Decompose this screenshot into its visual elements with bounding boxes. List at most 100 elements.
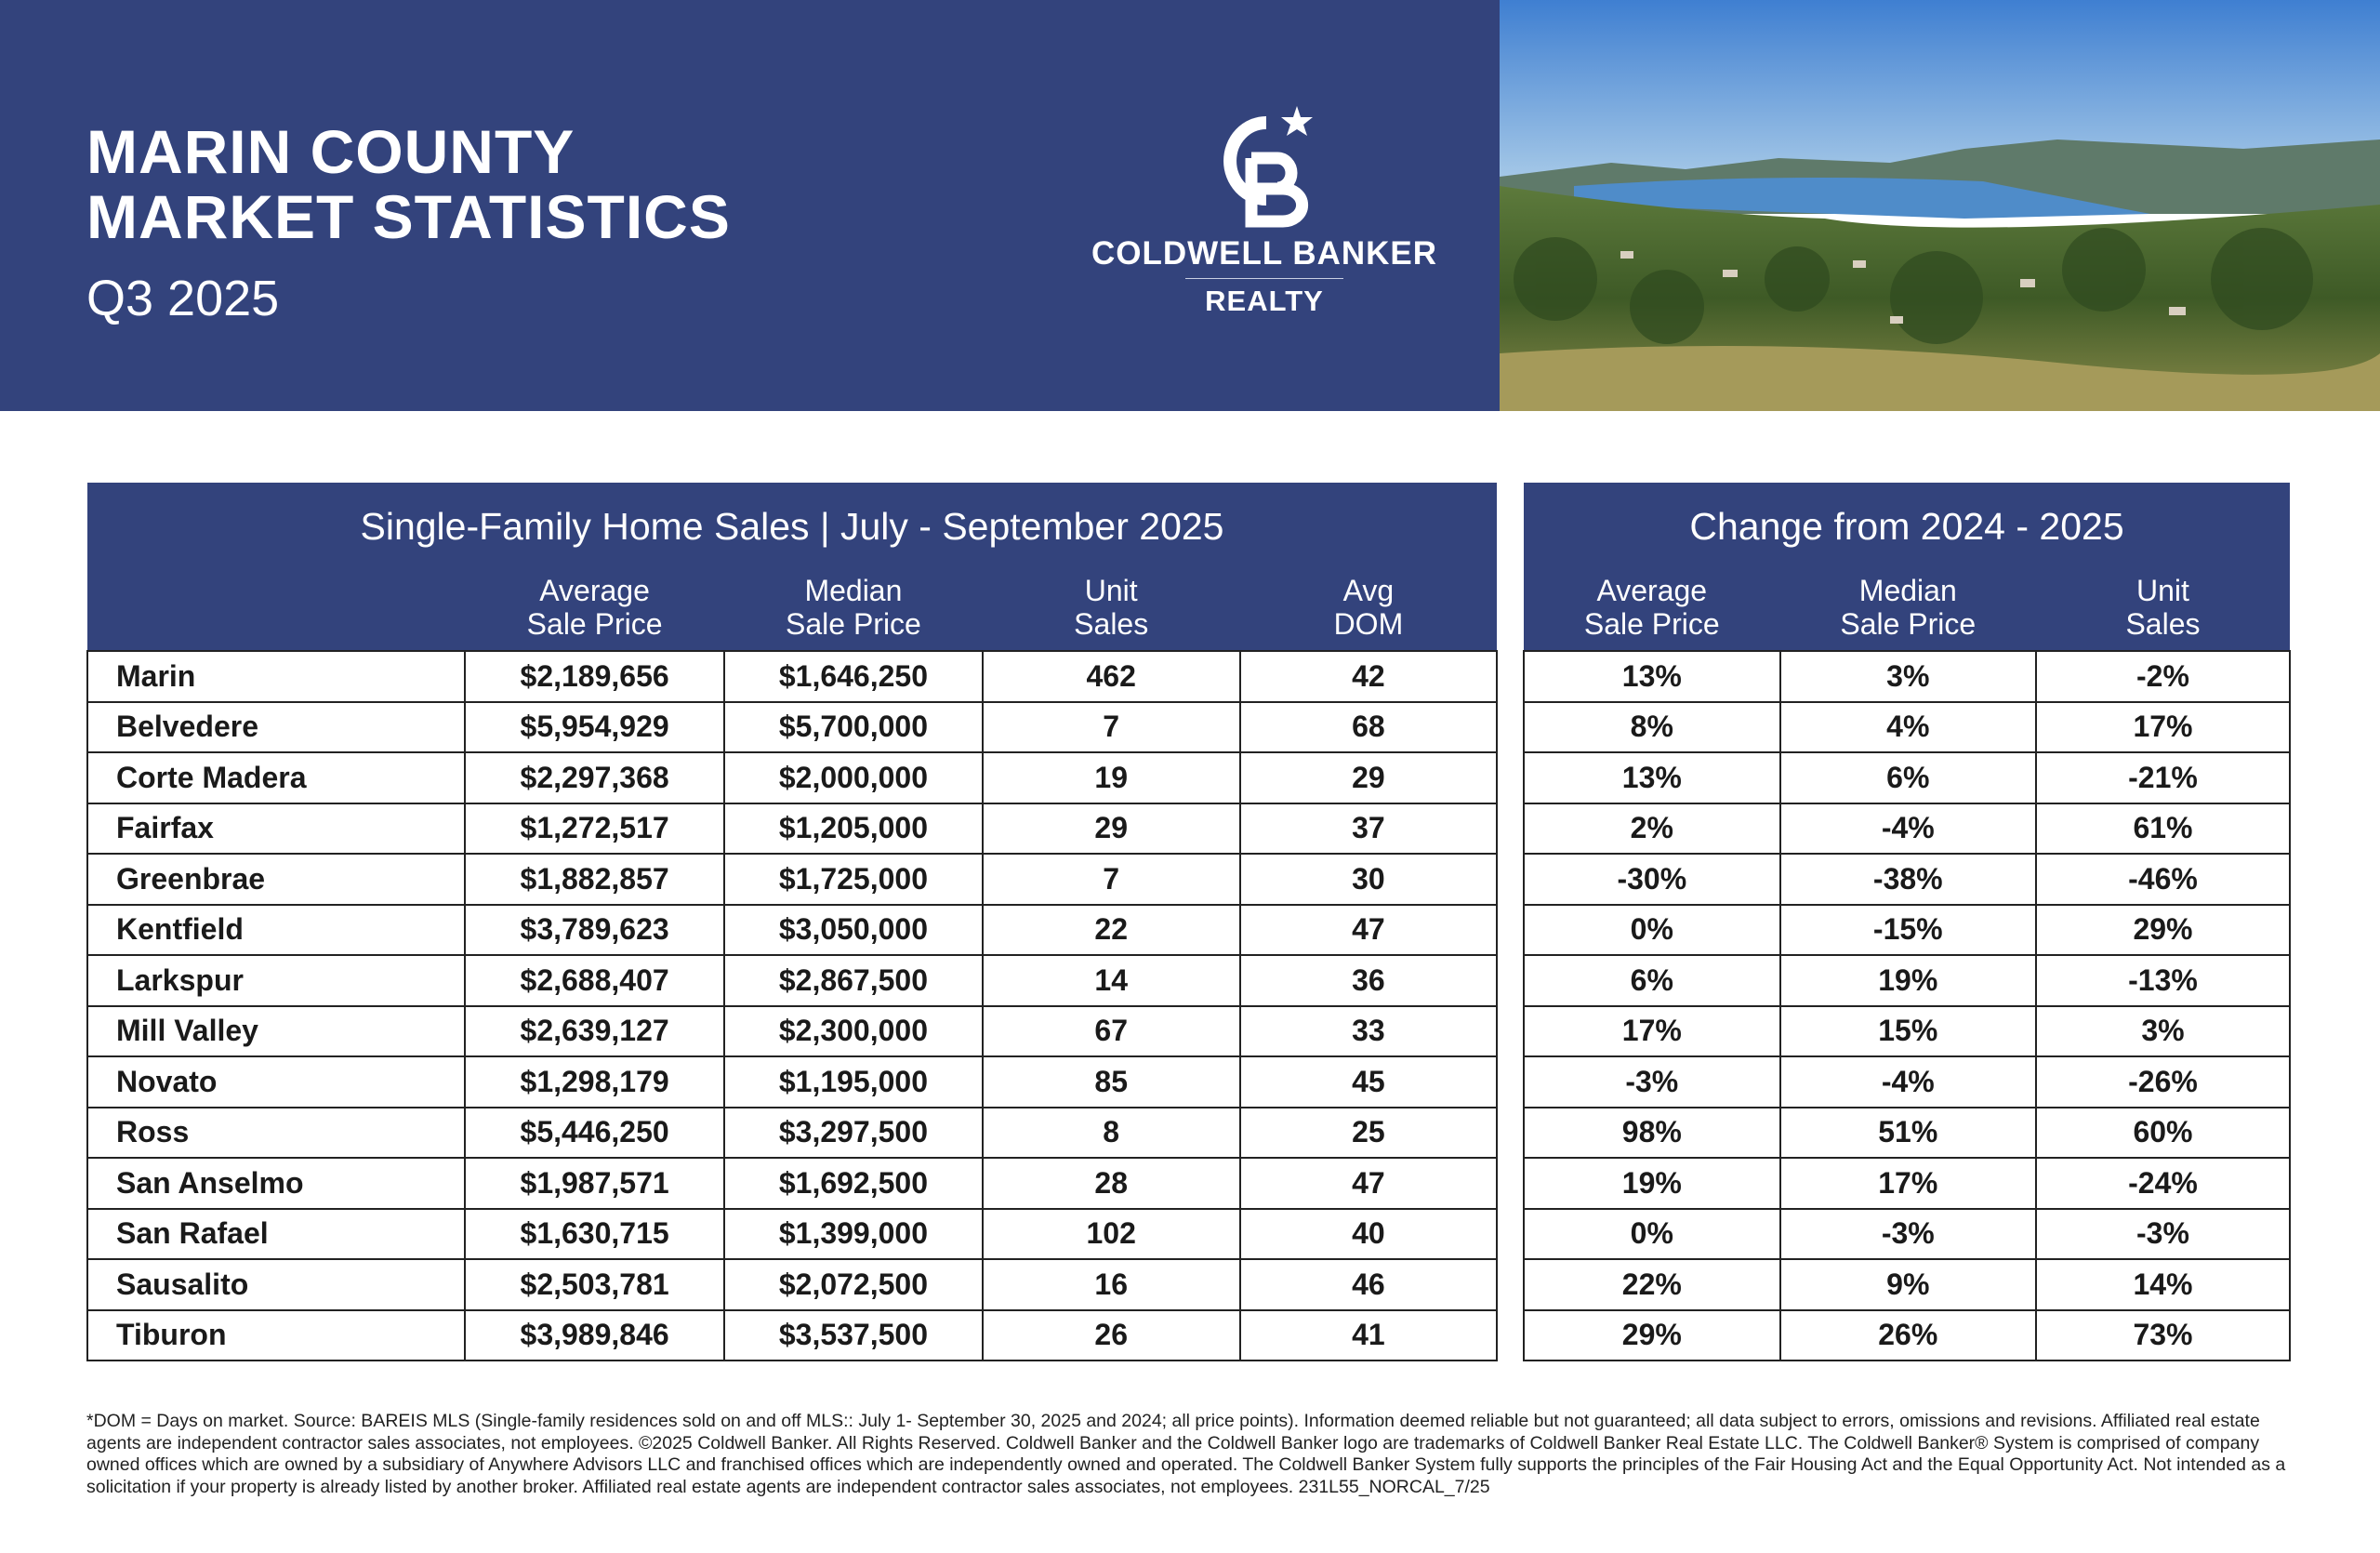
table-cell: $1,205,000 (723, 802, 984, 855)
table-cell: 7 (981, 700, 1241, 753)
area-name-cell: San Anselmo (86, 1157, 466, 1210)
table-cell: $2,000,000 (723, 751, 984, 804)
table-cell: $2,189,656 (463, 650, 726, 703)
table-row: 13% 3% -2% (1523, 650, 2292, 703)
area-name-cell: San Rafael (86, 1207, 466, 1260)
area-name-cell: Mill Valley (86, 1004, 466, 1057)
cb-star-logo-icon (1223, 106, 1313, 228)
col-header-area (87, 564, 465, 651)
table-row: 2% -4% 61% (1523, 802, 2292, 855)
table-cell: -30% (1523, 853, 1781, 906)
col-header-line: Unit (1084, 574, 1138, 607)
area-name-cell: Novato (86, 1055, 466, 1108)
table-cell: -15% (1778, 903, 2037, 956)
table-cell: 67 (981, 1004, 1241, 1057)
table-cell: 45 (1238, 1055, 1499, 1108)
table-cell: 19% (1778, 954, 2037, 1007)
table-cell: $3,537,500 (723, 1308, 984, 1361)
sales-table: Single-Family Home Sales | July - Septem… (86, 483, 1499, 1361)
table-cell: 25 (1238, 1106, 1499, 1159)
area-name-cell: Marin (86, 650, 466, 703)
col-header-line: DOM (1333, 607, 1404, 641)
table-cell: 26% (1778, 1308, 2037, 1361)
table-row: 17% 15% 3% (1523, 1004, 2292, 1057)
col-header-unit-sales-change: Unit Sales (2035, 564, 2290, 651)
table-cell: $5,700,000 (723, 700, 984, 753)
table-cell: 19 (981, 751, 1241, 804)
table-row: 6% 19% -13% (1523, 954, 2292, 1007)
title-line-1: MARIN COUNTY (86, 117, 575, 186)
table-row: Mill Valley $2,639,127 $2,300,000 67 33 (86, 1004, 1499, 1057)
table-cell: $1,692,500 (723, 1157, 984, 1210)
table-cell: $1,272,517 (463, 802, 726, 855)
area-name-cell: Greenbrae (86, 853, 466, 906)
logo-divider (1185, 278, 1343, 279)
table-cell: -24% (2034, 1157, 2292, 1210)
table-cell: 29% (2034, 903, 2292, 956)
table-row: 98% 51% 60% (1523, 1106, 2292, 1159)
table-cell: 0% (1523, 903, 1781, 956)
brand-sub: REALTY (1205, 285, 1324, 317)
change-table: Change from 2024 - 2025 Average Sale Pric… (1523, 483, 2292, 1361)
table-cell: 102 (981, 1207, 1241, 1260)
table-cell: 8 (981, 1106, 1241, 1159)
table-cell: $3,297,500 (723, 1106, 984, 1159)
table-cell: $1,725,000 (723, 853, 984, 906)
table-row: Greenbrae $1,882,857 $1,725,000 7 30 (86, 853, 1499, 906)
table-cell: -3% (1778, 1207, 2037, 1260)
table-cell: $2,688,407 (463, 954, 726, 1007)
table-cell: $1,882,857 (463, 853, 726, 906)
table-cell: 41 (1238, 1308, 1499, 1361)
table-cell: $5,446,250 (463, 1106, 726, 1159)
page-subtitle: Q3 2025 (86, 271, 280, 326)
table-row: 22% 9% 14% (1523, 1258, 2292, 1311)
table-row: San Rafael $1,630,715 $1,399,000 102 40 (86, 1207, 1499, 1260)
table-row: Sausalito $2,503,781 $2,072,500 16 46 (86, 1258, 1499, 1311)
table-row: 13% 6% -21% (1523, 751, 2292, 804)
table-row: Ross $5,446,250 $3,297,500 8 25 (86, 1106, 1499, 1159)
table-cell: $2,867,500 (723, 954, 984, 1007)
area-name-cell: Larkspur (86, 954, 466, 1007)
table-cell: $1,987,571 (463, 1157, 726, 1210)
table-cell: 30 (1238, 853, 1499, 906)
table-cell: 15% (1778, 1004, 2037, 1057)
area-name-cell: Tiburon (86, 1308, 466, 1361)
table-cell: 14 (981, 954, 1241, 1007)
table-row: 0% -15% 29% (1523, 903, 2292, 956)
table-cell: $1,630,715 (463, 1207, 726, 1260)
col-header-line: Unit (2136, 574, 2189, 607)
table-cell: -13% (2034, 954, 2292, 1007)
table-cell: 29% (1523, 1308, 1781, 1361)
table-row: San Anselmo $1,987,571 $1,692,500 28 47 (86, 1157, 1499, 1210)
table-cell: 16 (981, 1258, 1241, 1311)
table-row: Larkspur $2,688,407 $2,867,500 14 36 (86, 954, 1499, 1007)
table-cell: 85 (981, 1055, 1241, 1108)
col-header-line: Sales (2125, 607, 2201, 641)
table-cell: 29 (1238, 751, 1499, 804)
table-row: 29% 26% 73% (1523, 1308, 2292, 1361)
table-cell: 36 (1238, 954, 1499, 1007)
col-header-median-price: Median Sale Price (724, 564, 983, 651)
table-cell: 73% (2034, 1308, 2292, 1361)
col-header-line: Median (804, 574, 903, 607)
table-cell: 14% (2034, 1258, 2292, 1311)
table-row: -30% -38% -46% (1523, 853, 2292, 906)
table-cell: $2,503,781 (463, 1258, 726, 1311)
table-cell: -38% (1778, 853, 2037, 906)
table-cell: 40 (1238, 1207, 1499, 1260)
area-name-cell: Sausalito (86, 1258, 466, 1311)
table-cell: 29 (981, 802, 1241, 855)
table-cell: $2,297,368 (463, 751, 726, 804)
col-header-line: Sale Price (1583, 607, 1720, 641)
table-cell: 17% (1523, 1004, 1781, 1057)
table-cell: 42 (1238, 650, 1499, 703)
table-cell: 8% (1523, 700, 1781, 753)
table-cell: $1,399,000 (723, 1207, 984, 1260)
col-header-median-price-change: Median Sale Price (1779, 564, 2036, 651)
area-name-cell: Kentfield (86, 903, 466, 956)
table-cell: 9% (1778, 1258, 2037, 1311)
sales-table-caption: Single-Family Home Sales | July - Septem… (87, 483, 1497, 564)
table-cell: 47 (1238, 1157, 1499, 1210)
table-cell: 0% (1523, 1207, 1781, 1260)
table-cell: 13% (1523, 650, 1781, 703)
